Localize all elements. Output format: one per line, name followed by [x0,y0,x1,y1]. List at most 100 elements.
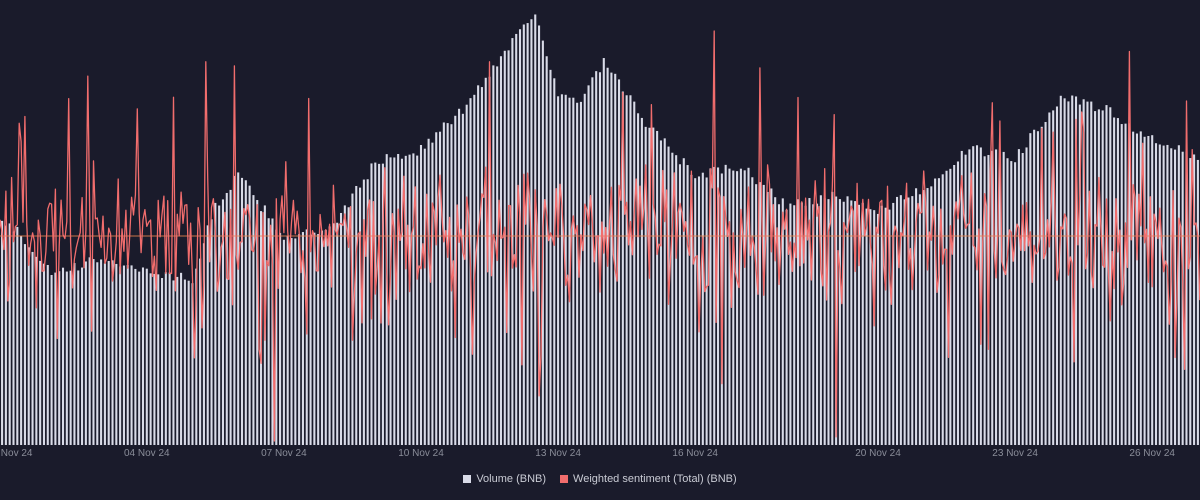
volume-bar [20,235,23,445]
volume-bar [389,157,392,445]
volume-bar [873,210,876,445]
volume-bar [290,237,293,445]
volume-bar [473,94,476,445]
volume-bar [812,204,815,445]
volume-bar [591,77,594,445]
volume-bar [637,113,640,445]
volume-bar [23,244,26,445]
volume-bar [115,263,118,445]
volume-bar [336,222,339,445]
volume-bar [1017,149,1020,445]
volume-bar [808,198,811,445]
plot-area: 01 Nov 24 04 Nov 24 07 Nov 24 10 Nov 24 13 N… [0,14,1200,459]
volume-bar [187,280,190,445]
volume-bar [934,178,937,445]
volume-bar [918,194,921,445]
volume-bar [77,270,80,445]
volume-bar [130,265,133,445]
volume-bar [69,270,72,445]
volume-bar [617,79,621,446]
volume-bar [168,272,171,445]
volume-bar [27,247,30,445]
volume-bar [1078,104,1081,445]
legend-item-sentiment[interactable]: Weighted sentiment (Total) (BNB) [560,473,737,485]
x-tick-label: 10 Nov 24 [398,448,444,459]
volume-bar [214,202,217,445]
volume-bar [84,261,87,445]
volume-bar [324,230,327,445]
volume-bar [218,205,221,445]
volume-bar [701,172,704,445]
volume-bar [412,153,415,445]
volume-bar [640,117,643,446]
volume-bar [1014,162,1017,446]
volume-bar [800,202,803,445]
volume-bar [1025,147,1028,445]
volume-bar [538,25,541,445]
legend-item-volume[interactable]: Volume (BNB) [463,473,546,485]
x-tick-label: 26 Nov 24 [1129,448,1175,459]
volume-bar [458,108,461,445]
volume-bar [530,19,533,445]
volume-bar [1135,133,1139,445]
volume-bar [427,138,430,445]
volume-bar [206,225,209,445]
volume-bar [1,220,4,445]
volume-bar [408,154,411,445]
volume-bar [953,165,956,445]
x-tick-label: 07 Nov 24 [261,448,307,459]
volume-bar [610,72,613,445]
volume-bar [1094,111,1097,445]
volume-bar [119,266,122,445]
volume-bar [1086,101,1089,445]
volume-swatch-icon [463,475,472,483]
volume-bar [366,179,369,445]
volume-bar [374,162,377,445]
volume-bar [911,196,914,445]
volume-bar [461,113,464,445]
volume-bar [686,165,689,446]
volume-bar [202,243,205,445]
volume-bar [442,122,445,446]
volume-bar [850,200,853,445]
volume-bar [899,195,902,445]
volume-bar [930,186,933,446]
volume-bar [949,168,952,445]
volume-bar [671,152,674,445]
volume-bar [1082,99,1085,445]
volume-bar [998,159,1001,445]
volume-bar [652,127,655,445]
volume-bar [305,229,308,445]
volume-bar [176,276,179,445]
volume-bar [1074,96,1078,446]
volume-bar [480,87,483,445]
volume-bar [1158,144,1161,446]
volume-bar [804,205,807,445]
volume-bar [968,149,971,445]
volume-bar [16,226,19,445]
volume-bar [397,153,400,446]
volume-bar [835,196,838,445]
volume-bar [545,56,548,445]
volume-bar [362,179,365,445]
volume-bar [477,85,480,445]
volume-bar [876,213,880,445]
volume-bar [1029,133,1032,445]
volume-bar [359,187,362,445]
volume-bar [979,147,982,445]
volume-bar [709,168,712,445]
volume-bar [907,197,910,445]
volume-bar [1010,161,1013,445]
volume-bar [199,258,202,445]
volume-bar [572,97,575,445]
volume-bar [1033,129,1036,446]
volume-bar [915,188,918,445]
x-tick-label: 04 Nov 24 [124,448,170,459]
volume-bar [225,192,228,445]
volume-bar [663,138,666,446]
x-tick-label: 16 Nov 24 [672,448,718,459]
volume-bar [755,184,758,445]
volume-bar [587,85,590,446]
volume-bar [328,226,331,445]
volume-bar [557,96,560,446]
